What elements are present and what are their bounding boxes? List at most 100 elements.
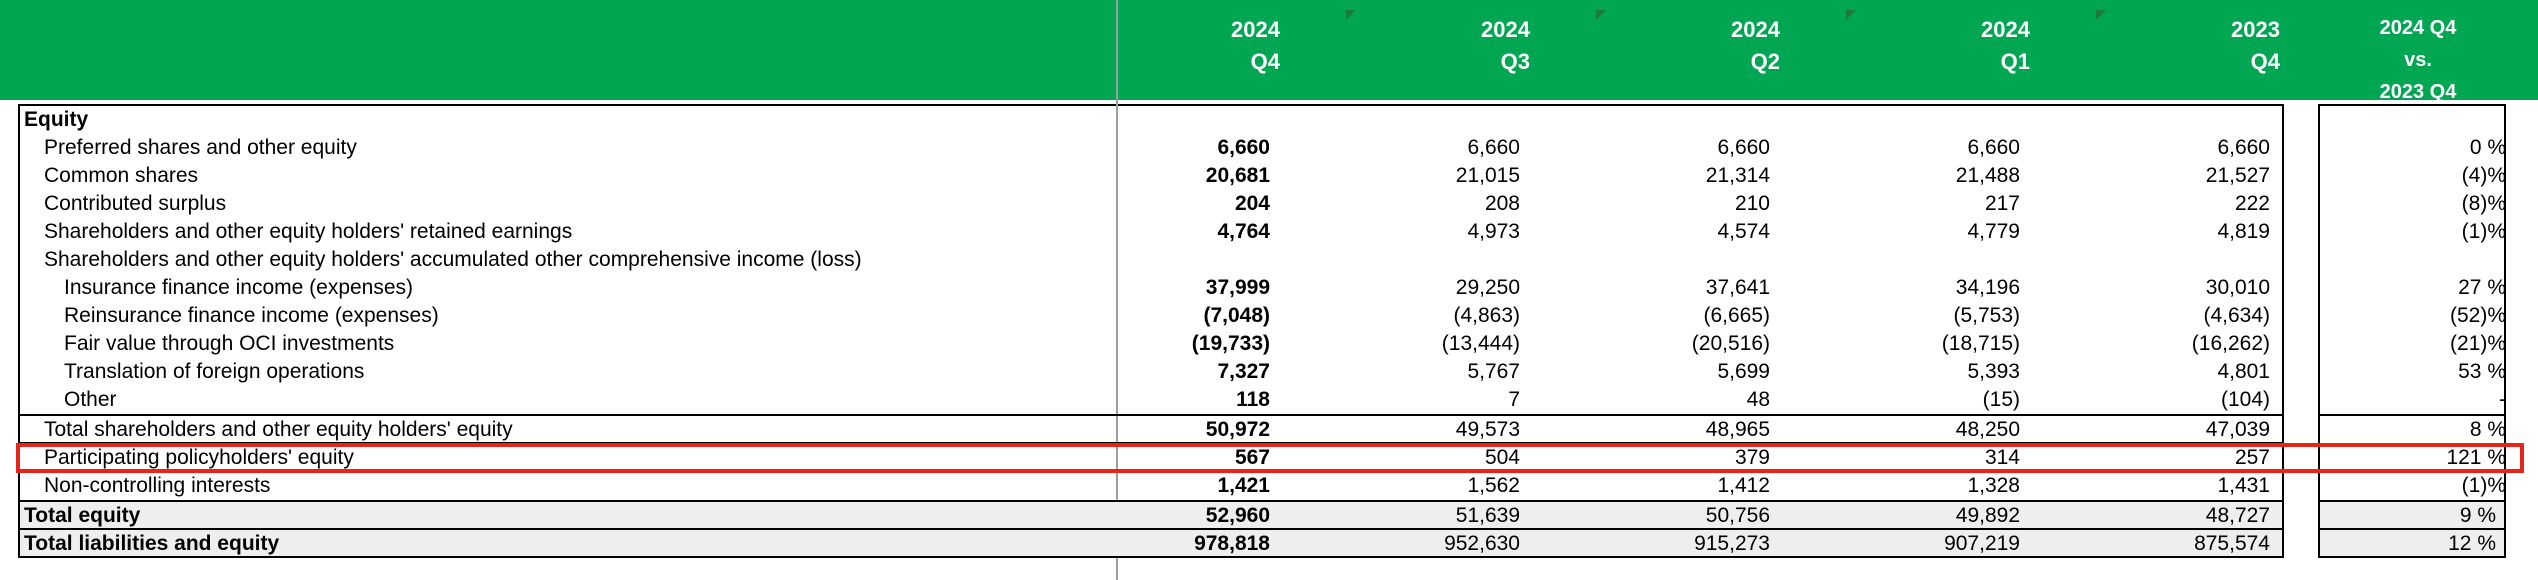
cell-2024-q4: 37,999 <box>1205 276 1270 299</box>
table-row: Fair value through OCI investments (19,7… <box>0 330 2538 358</box>
column-header-variance: 2024 Q4 vs. 2023 Q4 <box>2379 17 2457 103</box>
total-divider <box>2318 528 2506 530</box>
cell-variance: 121 % <box>2446 446 2506 469</box>
cell-2024-q3: 21,015 <box>1455 164 1520 187</box>
comment-marker-icon <box>1346 10 1356 20</box>
cell-2024-q3: 1,562 <box>1467 474 1520 497</box>
cell-2024-q3: 4,973 <box>1467 220 1520 243</box>
total-divider <box>2318 500 2506 502</box>
variance-right-border <box>2504 104 2506 556</box>
cell-2024-q4: (7,048) <box>1203 304 1270 327</box>
cell-2023-q4: 257 <box>2234 446 2270 469</box>
column-header-2024-q3: 2024 Q3 <box>1481 17 1530 74</box>
cell-2024-q4: 50,972 <box>1205 418 1270 441</box>
total-divider <box>18 500 2284 502</box>
row-label: Fair value through OCI investments <box>64 332 395 355</box>
row-label: Shareholders and other equity holders' a… <box>44 248 862 271</box>
cell-2024-q3: 5,767 <box>1467 360 1520 383</box>
cell-2023-q4: 875,574 <box>2194 532 2270 555</box>
row-label: Other <box>64 388 117 411</box>
subtotal-divider <box>18 414 2284 416</box>
cell-2024-q3: (4,863) <box>1453 304 1520 327</box>
cell-2024-q1: 217 <box>1984 192 2020 215</box>
cell-2023-q4: (16,262) <box>2191 332 2270 355</box>
column-header-2024-q1: 2024 Q1 <box>1981 17 2030 74</box>
table-top-border <box>18 104 2284 106</box>
variance-bottom-border <box>2318 556 2506 558</box>
cell-2024-q4: 4,764 <box>1217 220 1270 243</box>
cell-2023-q4: (104) <box>2220 388 2270 411</box>
cell-2024-q3: 952,630 <box>1444 532 1520 555</box>
table-left-border <box>18 104 20 556</box>
row-label: Non-controlling interests <box>44 474 271 497</box>
row-label: Total liabilities and equity <box>24 532 280 555</box>
table-row-total-liabilities: Total liabilities and equity 978,818 952… <box>20 530 2282 558</box>
table-row: Reinsurance finance income (expenses) (7… <box>0 302 2538 330</box>
cell-2024-q4: 978,818 <box>1194 532 1270 555</box>
cell-2024-q3: 7 <box>1508 388 1520 411</box>
cell-2024-q1: (5,753) <box>1953 304 2020 327</box>
variance-top-border <box>2318 104 2506 106</box>
table-row: Other 118 7 48 (15) (104) - <box>0 386 2538 414</box>
cell-variance: 12 % <box>2448 532 2496 555</box>
cell-2024-q1: 21,488 <box>1955 164 2020 187</box>
cell-2024-q1: (18,715) <box>1941 332 2020 355</box>
cell-2024-q2: 379 <box>1734 446 1770 469</box>
cell-2024-q3: 6,660 <box>1467 136 1520 159</box>
cell-2024-q4: 6,660 <box>1217 136 1270 159</box>
cell-2024-q2: 48,965 <box>1705 418 1770 441</box>
cell-2023-q4: 6,660 <box>2217 136 2270 159</box>
cell-2024-q4: 204 <box>1234 192 1270 215</box>
cell-2024-q2: (20,516) <box>1691 332 1770 355</box>
cell-variance: 9 % <box>2459 504 2496 527</box>
row-label: Reinsurance finance income (expenses) <box>64 304 439 327</box>
table-row: Total shareholders and other equity hold… <box>0 416 2538 444</box>
cell-2024-q3: 504 <box>1484 446 1520 469</box>
cell-variance: 27 % <box>2458 276 2506 299</box>
table-row-total-equity: Total equity 52,960 51,639 50,756 49,892… <box>20 502 2282 530</box>
table-header: 2024 Q4 2024 Q3 2024 Q2 2024 Q1 2023 Q4 2024 … <box>0 0 2538 103</box>
comment-marker-icon <box>2096 10 2106 20</box>
column-header-2024-q4: 2024 Q4 <box>1231 17 1280 74</box>
cell-2024-q4: 7,327 <box>1217 360 1270 383</box>
cell-2024-q3: 29,250 <box>1455 276 1520 299</box>
row-label: Common shares <box>44 164 199 187</box>
cell-variance: (4)% <box>2461 164 2506 187</box>
cell-2023-q4: (4,634) <box>2203 304 2270 327</box>
variance-total-equity: 9 % <box>2320 502 2504 530</box>
table-row: Insurance finance income (expenses) 37,9… <box>0 274 2538 302</box>
cell-2024-q2: 1,412 <box>1717 474 1770 497</box>
section-title-row: Equity <box>0 106 2538 134</box>
cell-2024-q1: 48,250 <box>1955 418 2020 441</box>
cell-2024-q1: 34,196 <box>1955 276 2020 299</box>
cell-2024-q3: 208 <box>1484 192 1520 215</box>
cell-2024-q2: 4,574 <box>1717 220 1770 243</box>
cell-2024-q2: 37,641 <box>1705 276 1770 299</box>
table-row: Non-controlling interests 1,421 1,562 1,… <box>0 472 2538 500</box>
variance-total-liabilities: 12 % <box>2320 530 2504 558</box>
row-label: Participating policyholders' equity <box>44 446 354 469</box>
cell-2024-q1: 314 <box>1984 446 2020 469</box>
cell-2024-q1: 5,393 <box>1967 360 2020 383</box>
cell-variance: (1)% <box>2461 474 2506 497</box>
cell-2024-q2: 5,699 <box>1717 360 1770 383</box>
cell-2024-q4: 118 <box>1236 388 1270 411</box>
cell-2024-q4: 1,421 <box>1217 474 1270 497</box>
cell-2024-q2: 6,660 <box>1717 136 1770 159</box>
cell-2023-q4: 1,431 <box>2217 474 2270 497</box>
cell-variance: - <box>2499 388 2506 411</box>
comment-marker-icon <box>1596 10 1606 20</box>
table-row-highlighted: Participating policyholders' equity 567 … <box>0 444 2538 472</box>
cell-variance: 0 % <box>2469 136 2506 159</box>
cell-2024-q1: 1,328 <box>1967 474 2020 497</box>
column-header-2024-q2: 2024 Q2 <box>1731 17 1780 74</box>
cell-2024-q2: 21,314 <box>1705 164 1770 187</box>
cell-2024-q3: (13,444) <box>1441 332 1520 355</box>
cell-2024-q1: (15) <box>1982 388 2020 411</box>
cell-variance: (21)% <box>2449 332 2506 355</box>
row-label: Preferred shares and other equity <box>44 136 357 159</box>
row-label: Contributed surplus <box>44 192 227 215</box>
section-title: Equity <box>24 108 89 131</box>
cell-2023-q4: 21,527 <box>2205 164 2270 187</box>
cell-2023-q4: 222 <box>2234 192 2270 215</box>
